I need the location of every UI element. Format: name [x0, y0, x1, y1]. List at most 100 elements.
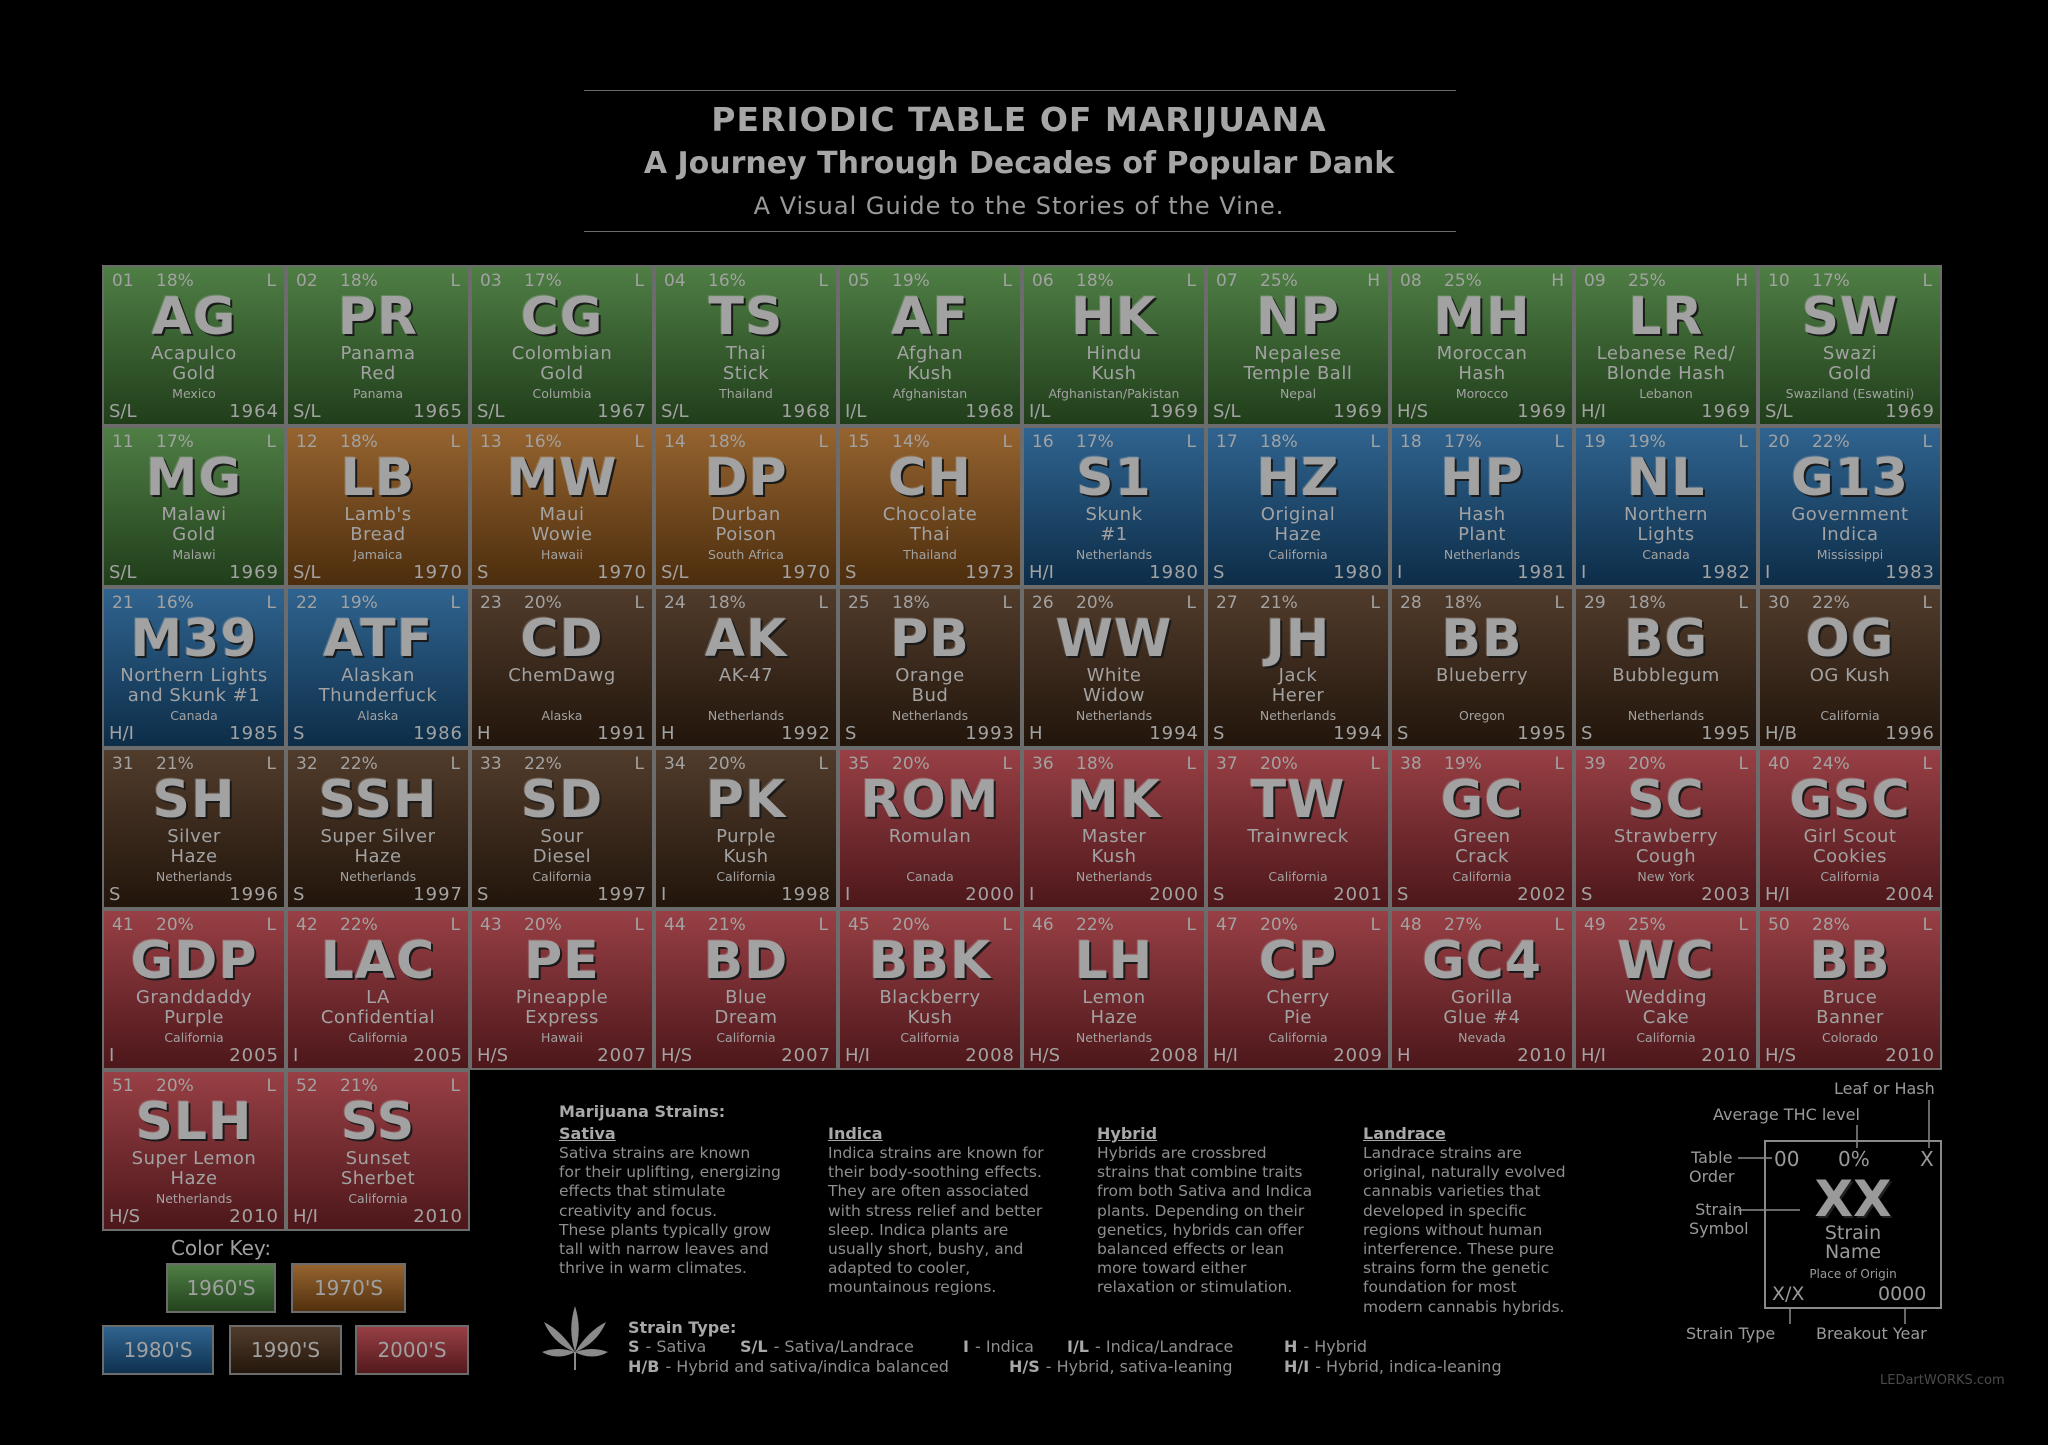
element-name: Thai — [725, 343, 767, 364]
element-year: 1964 — [229, 401, 279, 422]
element-form: L — [266, 432, 276, 452]
element-name: #1 — [1100, 524, 1128, 545]
strain-type-item: S - Sativa — [628, 1337, 706, 1356]
element-strain-type: H/B — [1765, 723, 1797, 744]
element-number: 49 — [1584, 915, 1606, 935]
element-name: Blackberry — [879, 987, 981, 1008]
color-key-swatch: 1990'S — [229, 1325, 342, 1375]
element-year: 2010 — [413, 1206, 463, 1227]
element-form: L — [450, 432, 460, 452]
strain-type-code: H/B — [628, 1357, 660, 1376]
element-name: Gold — [172, 524, 216, 545]
element-thc: 24% — [1812, 754, 1850, 774]
strain-text: effects that stimulate — [559, 1182, 726, 1201]
element-thc: 20% — [1628, 754, 1666, 774]
key-year-label: Breakout Year — [1816, 1324, 1927, 1343]
element-year: 2008 — [1149, 1045, 1199, 1066]
strain-type-desc: - Hybrid — [1303, 1337, 1368, 1356]
element-form: L — [1186, 271, 1196, 291]
strain-text: mountainous regions. — [828, 1278, 997, 1297]
element-strain-type: H/S — [109, 1206, 141, 1227]
element-form: L — [1922, 915, 1932, 935]
element-year: 1996 — [229, 884, 279, 905]
element-name: Sour — [540, 826, 584, 847]
strain-text: adapted to cooler, — [828, 1259, 971, 1278]
element-cell: 05 19% L AF Afghan Kush Afghanistan I/L 1968 — [838, 265, 1022, 426]
element-year: 1995 — [1517, 723, 1567, 744]
element-strain-type: S — [293, 723, 305, 744]
element-form: L — [1186, 593, 1196, 613]
element-thc: 19% — [892, 271, 930, 291]
element-strain-type: S/L — [293, 401, 321, 422]
element-year: 2010 — [1885, 1045, 1935, 1066]
element-origin: Hawaii — [541, 1030, 583, 1045]
key-order-label: Table Order — [1689, 1148, 1734, 1186]
element-name: Herer — [1271, 685, 1325, 706]
strain-type-code: H/I — [1284, 1357, 1310, 1376]
element-origin: Netherlands — [1075, 1030, 1153, 1045]
element-symbol: ROM — [860, 770, 1000, 830]
element-number: 39 — [1584, 754, 1606, 774]
strain-text: sleep. Indica plants are — [828, 1220, 1009, 1239]
tagline: A Visual Guide to the Stories of the Vin… — [753, 192, 1285, 220]
element-symbol: NL — [1626, 448, 1706, 508]
element-symbol: AF — [891, 287, 969, 347]
element-year: 2010 — [1517, 1045, 1567, 1066]
element-number: 31 — [112, 754, 134, 774]
element-name: Malawi — [161, 504, 227, 525]
element-name: Thunderfuck — [318, 685, 438, 706]
element-name: Hash — [1458, 363, 1506, 384]
element-cell: 04 16% L TS Thai Stick Thailand S/L 1968 — [654, 265, 838, 426]
element-thc: 18% — [156, 271, 194, 291]
element-origin: Netherlands — [339, 869, 417, 884]
key-order-line: Order — [1689, 1167, 1735, 1186]
element-cell: 52 21% L SS Sunset Sherbet California H/I 2010 — [286, 1070, 470, 1231]
element-origin: California — [532, 869, 592, 884]
strain-text: Sativa strains are known — [559, 1144, 751, 1162]
element-thc: 18% — [708, 593, 746, 613]
element-name: Maui — [539, 504, 585, 525]
element-strain-type: S — [1581, 884, 1593, 905]
element-symbol: BBK — [868, 931, 992, 991]
element-name: Moroccan — [1436, 343, 1528, 364]
strain-text: with stress relief and better — [828, 1201, 1043, 1220]
element-strain-type: S/L — [109, 562, 137, 583]
element-thc: 25% — [1628, 915, 1666, 935]
element-cell: 09 25% H LR Lebanese Red/Blonde Hash Lebanon H… — [1574, 265, 1758, 426]
strain-text: cannabis varieties that — [1363, 1182, 1541, 1201]
element-symbol: PK — [705, 770, 787, 830]
element-origin: Netherlands — [1075, 547, 1153, 562]
element-strain-type: H/S — [477, 1045, 509, 1066]
element-number: 43 — [480, 915, 502, 935]
element-year: 1995 — [1701, 723, 1751, 744]
element-origin: Afghanistan — [892, 386, 968, 401]
strain-text: Indica strains are known for — [828, 1144, 1044, 1162]
element-thc: 21% — [708, 915, 746, 935]
credit: LEDartWORKS.com — [1880, 1373, 2005, 1388]
element-cell: 26 20% L WW White Widow Netherlands H 1994 — [1022, 587, 1206, 748]
element-number: 50 — [1768, 915, 1790, 935]
element-number: 34 — [664, 754, 686, 774]
subtitle: A Journey Through Decades of Popular Dan… — [643, 146, 1395, 181]
element-strain-type: H/I — [845, 1045, 870, 1066]
color-key-swatch: 1970'S — [291, 1263, 406, 1313]
element-number: 30 — [1768, 593, 1790, 613]
element-year: 1980 — [1333, 562, 1383, 583]
element-number: 09 — [1584, 271, 1606, 291]
element-name: Blueberry — [1436, 665, 1528, 686]
strain-type-item: S/L - Sativa/Landrace — [740, 1337, 914, 1356]
element-name: Blonde Hash — [1606, 363, 1726, 384]
element-cell: 42 22% L LAC LA Confidential California I 2005 — [286, 909, 470, 1070]
element-cell: 19 19% L NL Northern Lights Canada I 1982 — [1574, 426, 1758, 587]
element-origin: Netherlands — [155, 869, 233, 884]
element-form: L — [1922, 754, 1932, 774]
element-name: Nepalese — [1254, 343, 1342, 364]
element-strain-type: H/S — [1029, 1045, 1061, 1066]
strain-text: strains form the genetic — [1363, 1259, 1550, 1278]
element-cell: 25 18% L PB Orange Bud Netherlands S 1993 — [838, 587, 1022, 748]
element-origin: California — [716, 1030, 776, 1045]
element-cell: 39 20% L SC Strawberry Cough New York S 2003 — [1574, 748, 1758, 909]
element-origin: Netherlands — [707, 708, 785, 723]
element-name: Chocolate — [882, 504, 978, 525]
element-form: L — [266, 754, 276, 774]
